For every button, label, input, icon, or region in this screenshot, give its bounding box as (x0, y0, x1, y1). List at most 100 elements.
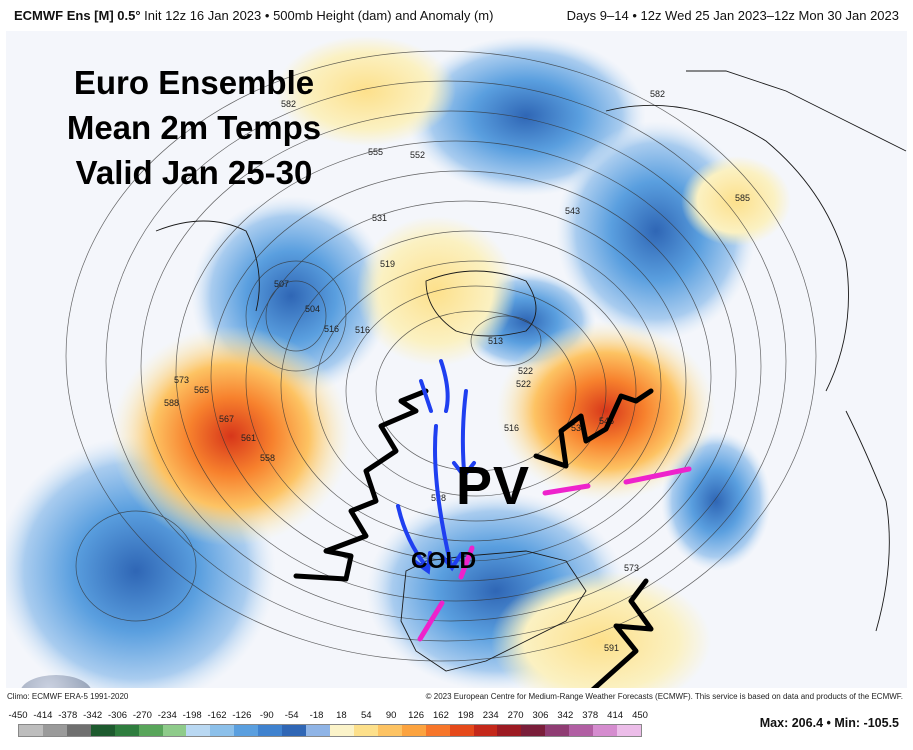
colorbar-swatch (545, 725, 570, 736)
colorbar-tick-label: -450 (8, 710, 28, 721)
colorbar-swatch (258, 725, 283, 736)
contour-labels: 582 555 552 531 519 516 504 507 516 543 … (164, 89, 750, 653)
contour-label: 565 (194, 385, 209, 395)
contour-label: 534 (571, 423, 586, 433)
colorbar-swatch (497, 725, 522, 736)
colorbar-swatch (19, 725, 43, 736)
contour-label: 516 (324, 324, 339, 334)
contour-label: 516 (504, 423, 519, 433)
colorbar-tick-label: 270 (507, 710, 524, 721)
max-value: 206.4 (791, 716, 824, 730)
colorbar-swatch (521, 725, 546, 736)
ridge-squiggles (293, 388, 654, 688)
colorbar-tick-label: 162 (433, 710, 449, 721)
colorbar-tick-label: 342 (557, 710, 574, 721)
front-line (417, 466, 692, 642)
contour-label: 567 (219, 414, 234, 424)
colorbar-tick-label: -342 (83, 710, 103, 721)
colorbar-tick-label: 378 (582, 710, 599, 721)
contour-label: 546 (599, 416, 614, 426)
contour-label: 591 (604, 643, 619, 653)
colorbar-swatch (66, 725, 91, 736)
colorbar-swatch (282, 725, 307, 736)
colorbar-tick-label: 126 (408, 710, 425, 721)
colorbar-tick-label: 18 (336, 710, 347, 721)
cold-label: COLD (411, 547, 477, 573)
colorbar-labels: -450 -414 -378 -342 -306 -270 -234 -198 -162 -126… (8, 710, 647, 722)
colorbar-tick-label: 198 (457, 710, 474, 721)
annotation-title: Euro Ensemble Mean 2m Temps Valid Jan 25… (24, 60, 364, 195)
contour-label: 507 (274, 279, 289, 289)
credits-bar: Climo: ECMWF ERA-5 1991-2020 © 2023 Euro… (0, 690, 913, 704)
colorbar-tick-label: 306 (532, 710, 549, 721)
colorbar-swatch (401, 725, 426, 736)
colorbar-swatch (329, 725, 354, 736)
contour-label: 504 (305, 304, 320, 314)
weatherbell-logo: WB (20, 675, 92, 688)
forecast-map: 582 555 552 531 519 516 504 507 516 543 … (6, 31, 907, 688)
min-value: -105.5 (863, 716, 899, 730)
colorbar-tick-label: 54 (361, 710, 372, 721)
colorbar-tick-label: -378 (58, 710, 78, 721)
contour-label: 582 (650, 89, 665, 99)
max-min-stats: Max: 206.4 • Min: -105.5 (760, 716, 899, 730)
contour-label: 582 (281, 99, 296, 109)
field-name: 500mb Height (dam) and Anomaly (m) (273, 7, 494, 23)
polar-vortex-label: PV (456, 456, 531, 516)
colorbar-swatch (162, 725, 187, 736)
header-left: ECMWF Ens [M] 0.5° Init 12z 16 Jan 2023 … (14, 7, 494, 23)
height-contours (65, 50, 817, 662)
init-time: Init 12z 16 Jan 2023 (144, 7, 262, 23)
contour-label: 516 (355, 325, 370, 335)
title-line-3: Valid Jan 25-30 (75, 154, 313, 191)
colorbar-swatch (186, 725, 211, 736)
climo-credit: Climo: ECMWF ERA-5 1991-2020 (7, 692, 129, 701)
title-line-2: Mean 2m Temps (66, 109, 322, 146)
colorbar-tick-label: -126 (232, 710, 252, 721)
valid-period: Days 9–14 • 12z Wed 25 Jan 2023–12z Mon … (566, 7, 899, 23)
min-label: Min: (834, 716, 861, 730)
colorbar-tick-label: -18 (309, 710, 324, 721)
colorbar-swatch (42, 725, 67, 736)
contour-label: 561 (241, 433, 256, 443)
contour-label: 555 (368, 147, 383, 157)
contour-label: 531 (372, 213, 387, 223)
colorbar-swatch (353, 725, 378, 736)
colorbar-swatch (138, 725, 163, 736)
colorbar-tick-label: 450 (632, 710, 648, 721)
contour-label: 585 (735, 193, 750, 203)
colorbar-swatch (425, 725, 450, 736)
colorbar-tick-label: 90 (385, 710, 397, 721)
contour-label: 573 (624, 563, 639, 573)
map-canvas: 582 555 552 531 519 516 504 507 516 543 … (6, 36, 907, 688)
colorbar-swatch (114, 725, 139, 736)
colorbar-swatch (569, 725, 594, 736)
colorbar-tick-label: -90 (259, 710, 274, 721)
stats-separator: • (826, 716, 831, 730)
colorbar-tick-label: -234 (157, 710, 177, 721)
cold-flow-arrows (396, 359, 476, 575)
model-name: ECMWF Ens [M] 0.5° (14, 7, 141, 23)
contour-label: 543 (565, 206, 580, 216)
colorbar-tick-label: -270 (132, 710, 152, 721)
colorbar-swatch (377, 725, 402, 736)
colorbar-swatch (473, 725, 498, 736)
colorbar-swatch (449, 725, 474, 736)
contour-label: 588 (164, 398, 179, 408)
coastlines (155, 70, 907, 672)
colorbar (18, 724, 642, 737)
ecmwf-credit: © 2023 European Centre for Medium-Range … (425, 692, 903, 701)
colorbar-swatch (234, 725, 259, 736)
colorbar-swatch (306, 725, 330, 736)
contour-label: 519 (380, 259, 395, 269)
contour-label: 573 (174, 375, 189, 385)
contour-label: 552 (410, 150, 425, 160)
contour-label: 522 (516, 379, 531, 389)
colorbar-tick-label: -54 (284, 710, 299, 721)
colorbar-tick-label: -198 (182, 710, 202, 721)
colorbar-tick-label: -414 (33, 710, 53, 721)
contour-label: 522 (518, 366, 533, 376)
colorbar-swatch (617, 725, 641, 736)
map-header: ECMWF Ens [M] 0.5° Init 12z 16 Jan 2023 … (0, 0, 913, 30)
contour-label: 558 (260, 453, 275, 463)
